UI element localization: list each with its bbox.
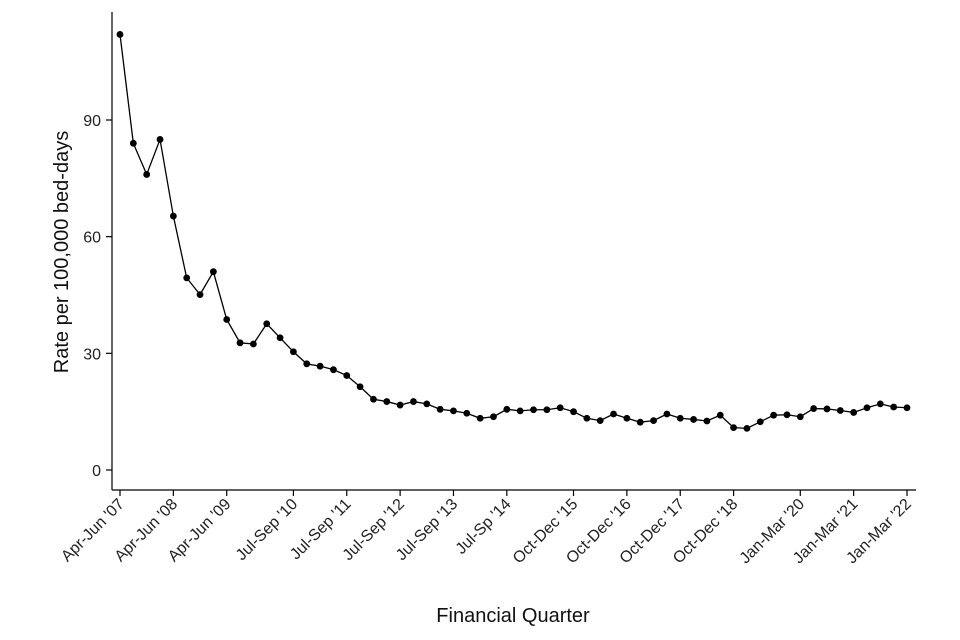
data-point (743, 424, 751, 432)
y-tick-label: 30 (83, 346, 101, 363)
y-axis-ticks: 0 30 60 90 (83, 113, 112, 480)
data-point (770, 411, 778, 419)
data-point (876, 400, 884, 408)
data-point (890, 403, 898, 411)
data-point (623, 414, 631, 422)
data-point (690, 416, 697, 423)
data-point (476, 414, 484, 422)
x-axis-title: Financial Quarter (436, 605, 590, 627)
data-point (276, 334, 284, 342)
data-point (169, 212, 177, 220)
data-point (436, 405, 444, 413)
data-point (836, 407, 844, 414)
data-point (343, 372, 351, 379)
data-point (783, 411, 791, 419)
data-point (223, 316, 231, 323)
data-point (290, 348, 297, 356)
data-point (730, 424, 737, 432)
data-point (503, 405, 511, 413)
data-point (850, 409, 858, 416)
data-point (183, 274, 191, 282)
data-point (316, 362, 324, 370)
data-point (543, 406, 551, 414)
x-tick-label: Jul-Sp '14 (453, 496, 515, 558)
y-axis-title: Rate per 100,000 bed-days (51, 131, 73, 373)
data-point (570, 408, 577, 416)
data-point (596, 417, 604, 425)
data-point (556, 404, 564, 412)
data-point (209, 268, 217, 276)
data-point (823, 405, 831, 413)
series-line (119, 34, 908, 430)
data-point (396, 401, 404, 409)
y-tick-label: 0 (92, 463, 101, 480)
data-point (330, 366, 337, 374)
data-point (530, 406, 537, 414)
data-point (810, 405, 818, 412)
data-point (383, 398, 391, 405)
data-point (716, 411, 724, 419)
data-point (450, 407, 457, 415)
data-point (703, 417, 711, 425)
data-point (423, 400, 431, 408)
data-point (663, 410, 671, 418)
data-point (610, 410, 617, 418)
data-point (236, 339, 244, 347)
data-point (356, 383, 364, 391)
data-point (370, 395, 377, 403)
data-point (756, 418, 764, 426)
data-point (676, 414, 684, 422)
data-point (490, 413, 497, 421)
data-point (410, 398, 417, 405)
data-point (903, 404, 911, 412)
data-point (249, 340, 257, 348)
data-point (796, 413, 804, 421)
data-point (636, 418, 644, 426)
data-point (196, 291, 204, 299)
data-point (303, 360, 311, 368)
data-point (143, 171, 151, 178)
y-tick-label: 90 (83, 113, 101, 130)
data-point (156, 136, 164, 143)
data-point (116, 31, 124, 38)
y-tick-label: 60 (83, 230, 101, 247)
data-point (516, 407, 524, 415)
data-points (116, 31, 911, 432)
data-point (863, 404, 871, 412)
data-point (650, 417, 657, 425)
data-point (263, 320, 271, 328)
data-point (463, 409, 471, 417)
data-point (129, 139, 137, 147)
data-point (583, 414, 591, 422)
